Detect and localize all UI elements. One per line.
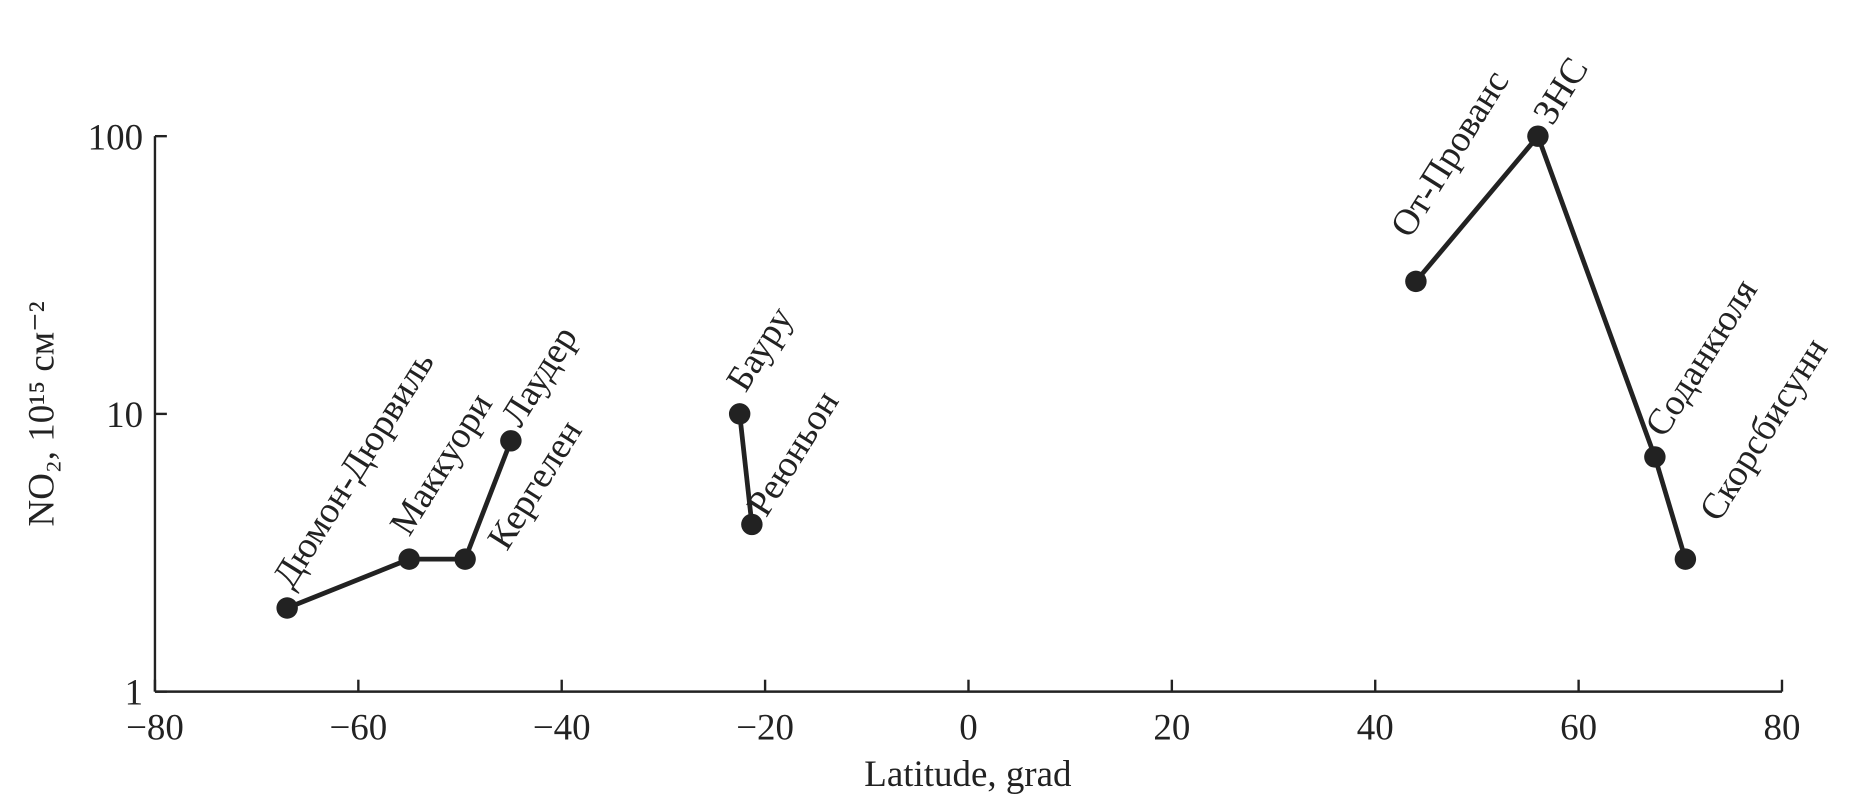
point-label: От-Прованс bbox=[1382, 63, 1517, 244]
point bbox=[454, 548, 476, 570]
x-tick-label: 80 bbox=[1764, 706, 1801, 747]
y-tick-label: 1 bbox=[125, 672, 143, 713]
point-label: ЗНС bbox=[1524, 50, 1596, 131]
point bbox=[728, 403, 751, 425]
line bbox=[286, 439, 514, 611]
x-tick-label: 60 bbox=[1560, 706, 1597, 747]
point-label: Реюньон bbox=[738, 383, 846, 523]
line bbox=[737, 413, 755, 525]
x-tick-label: −20 bbox=[736, 706, 794, 747]
point-label: Лаудер bbox=[492, 319, 585, 433]
point bbox=[1644, 446, 1666, 468]
point bbox=[1527, 125, 1549, 147]
x-tick-label: −60 bbox=[329, 706, 387, 747]
point bbox=[276, 597, 298, 619]
y-tick-label: 10 bbox=[106, 394, 143, 435]
x-tick-label: −80 bbox=[126, 706, 184, 747]
point bbox=[1674, 548, 1697, 570]
x-tick-label: 0 bbox=[959, 706, 977, 747]
y-axis-label: NO₂, 10¹⁵ см⁻² bbox=[21, 301, 62, 526]
point bbox=[1405, 270, 1427, 293]
y-tick-label: 100 bbox=[88, 116, 143, 157]
x-tick-label: −40 bbox=[533, 706, 591, 747]
x-tick-label: 40 bbox=[1357, 706, 1394, 747]
x-axis-label: Latitude, grad bbox=[864, 753, 1072, 794]
line bbox=[1414, 133, 1688, 560]
point bbox=[398, 548, 420, 570]
point bbox=[500, 430, 522, 452]
point-label: Бауру bbox=[718, 299, 801, 398]
point bbox=[741, 513, 763, 536]
x-tick-label: 20 bbox=[1153, 706, 1190, 747]
